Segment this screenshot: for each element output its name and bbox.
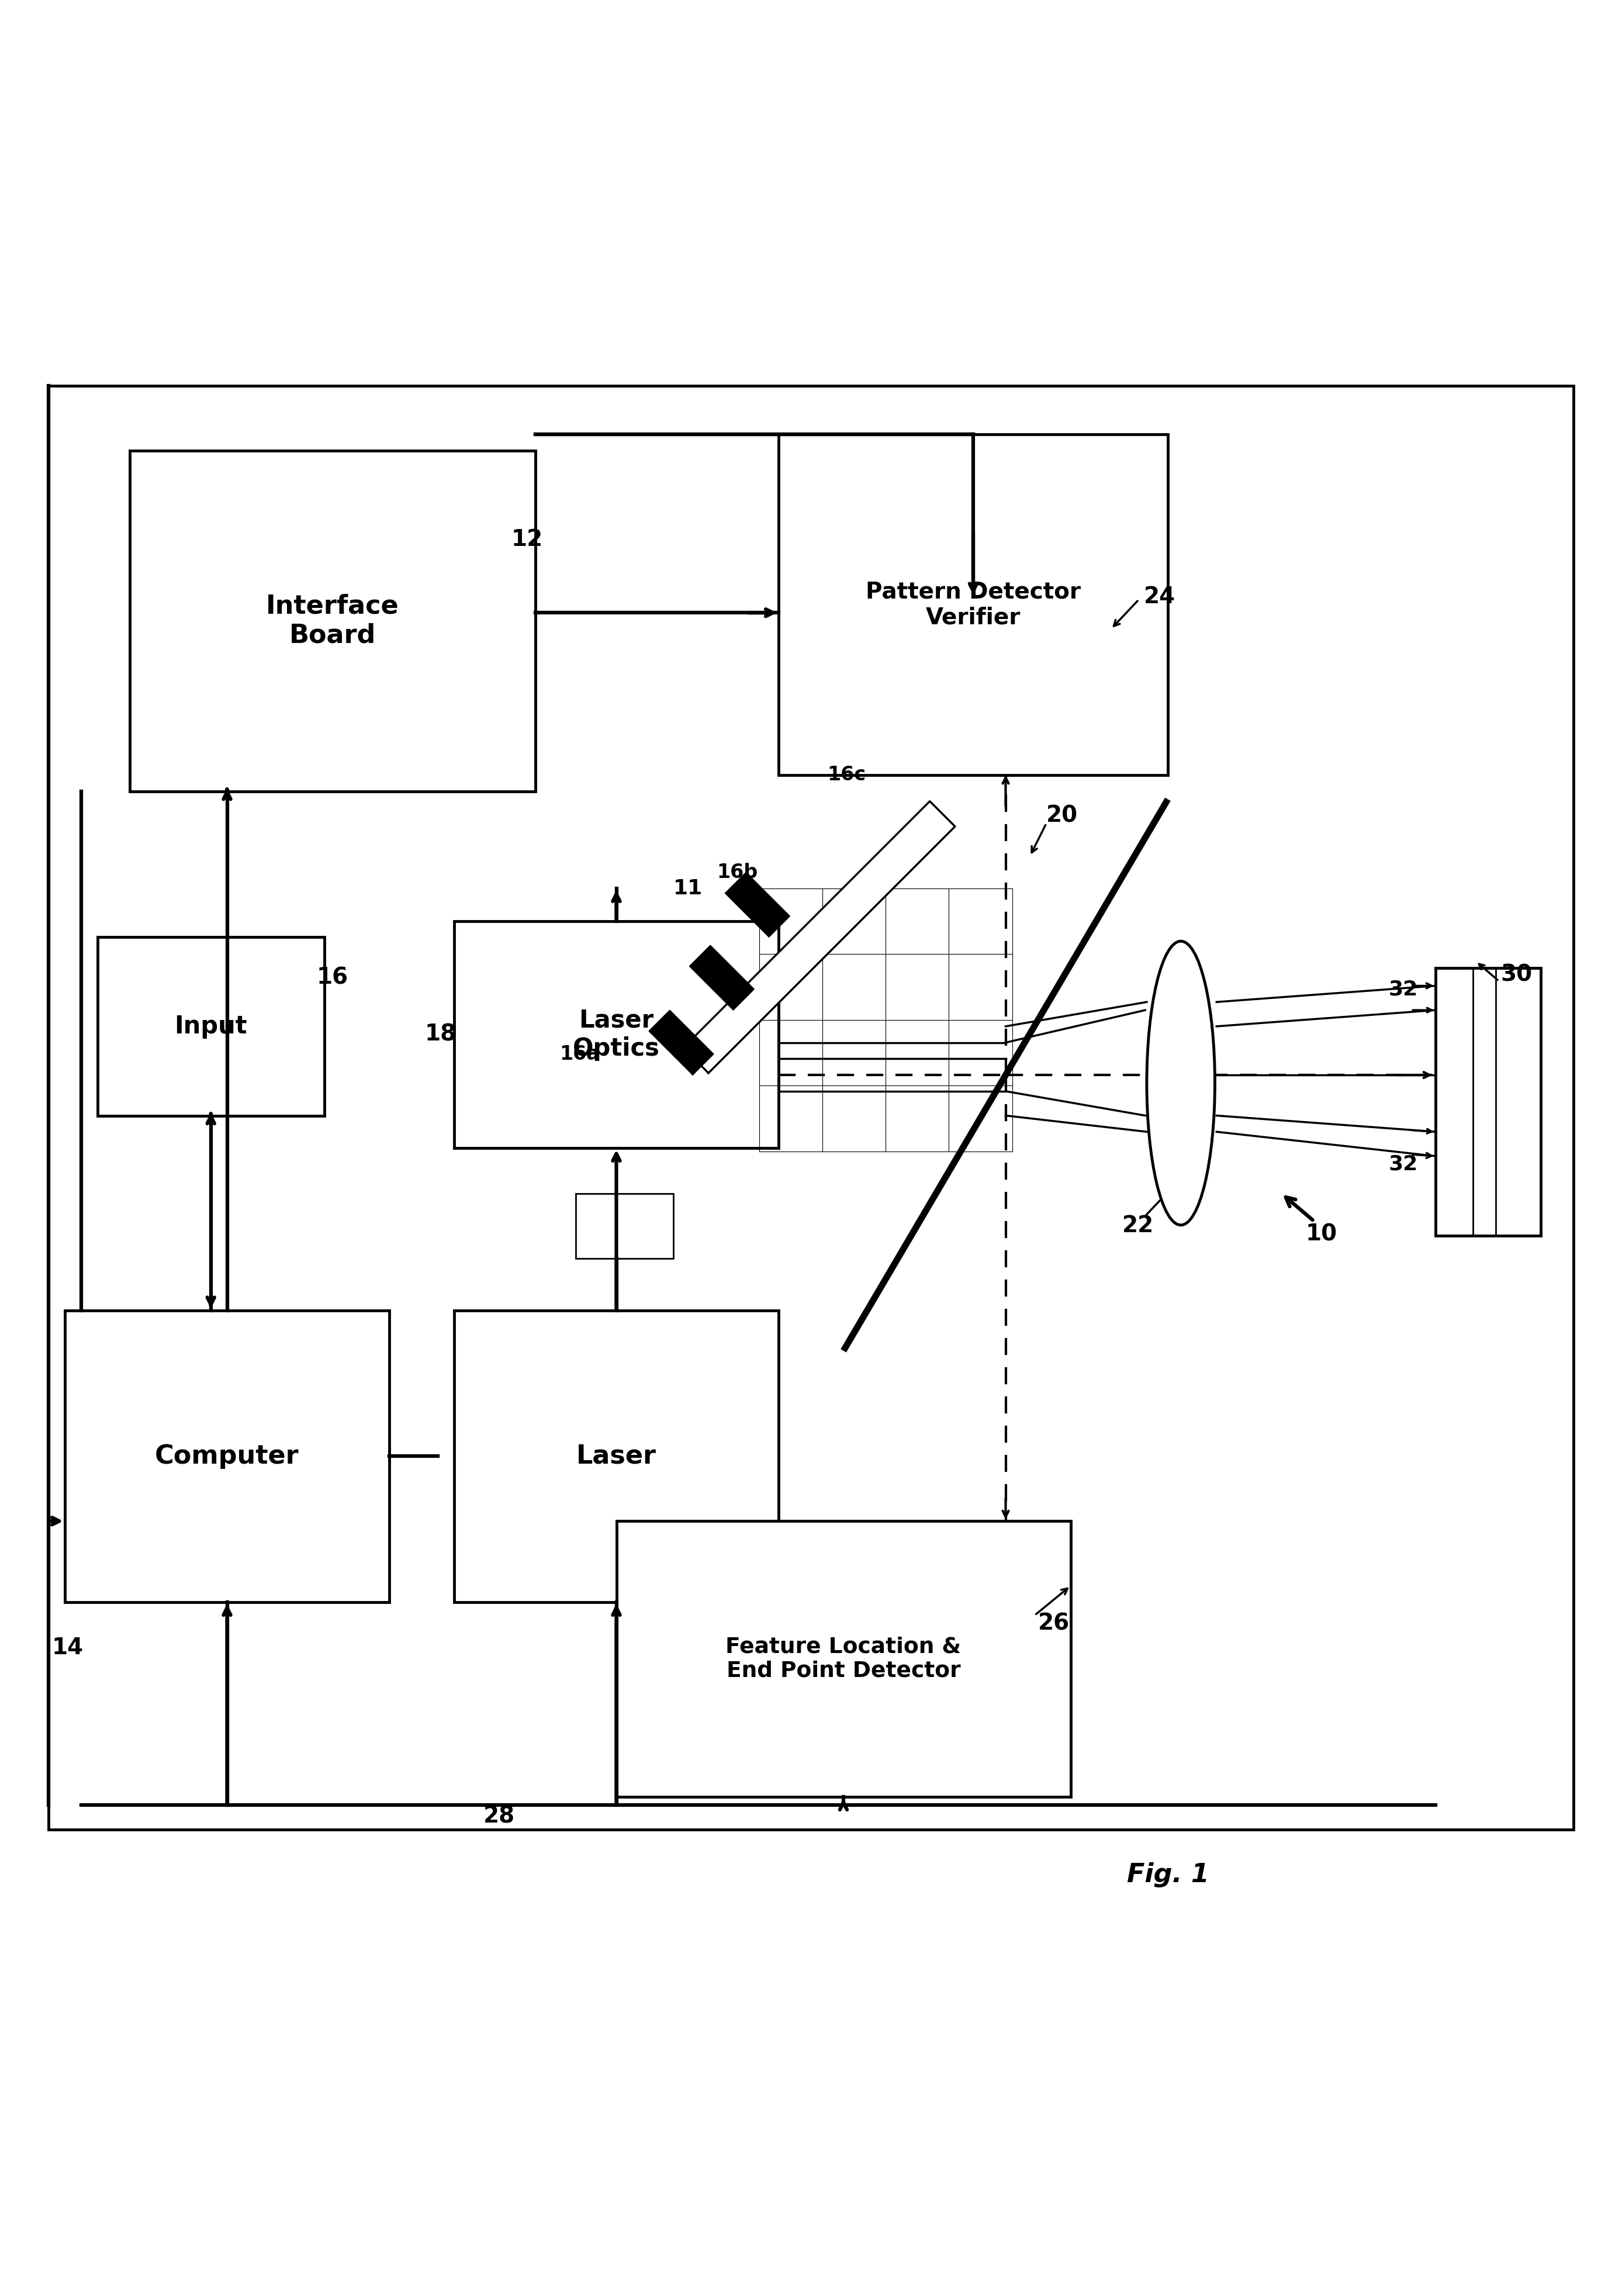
Text: 22: 22 — [1122, 1215, 1155, 1238]
Polygon shape — [683, 801, 955, 1072]
Text: Laser: Laser — [576, 1444, 657, 1469]
Ellipse shape — [1147, 941, 1215, 1226]
Text: 32: 32 — [1388, 1155, 1418, 1173]
Text: Pattern Detector
Verifier: Pattern Detector Verifier — [866, 581, 1080, 629]
Text: Laser
Optics: Laser Optics — [573, 1008, 660, 1061]
Text: 24: 24 — [1144, 585, 1176, 608]
Text: 28: 28 — [483, 1805, 516, 1828]
Text: 16: 16 — [316, 967, 349, 990]
FancyBboxPatch shape — [1435, 969, 1541, 1235]
Text: 16c: 16c — [827, 765, 866, 785]
Polygon shape — [725, 872, 790, 937]
Polygon shape — [649, 1010, 714, 1075]
Polygon shape — [689, 946, 754, 1010]
Text: 16b: 16b — [717, 863, 757, 882]
Text: Computer: Computer — [156, 1444, 298, 1469]
Text: Input: Input — [175, 1015, 247, 1038]
FancyBboxPatch shape — [779, 434, 1168, 776]
Text: Fig. 1: Fig. 1 — [1127, 1862, 1208, 1887]
Text: 30: 30 — [1500, 964, 1533, 985]
Text: 11: 11 — [673, 879, 702, 898]
Text: 32: 32 — [1388, 978, 1418, 999]
FancyBboxPatch shape — [616, 1520, 1071, 1798]
Text: Feature Location &
End Point Detector: Feature Location & End Point Detector — [725, 1637, 962, 1681]
Text: 12: 12 — [511, 528, 543, 551]
FancyBboxPatch shape — [576, 1194, 673, 1258]
Text: 20: 20 — [1046, 804, 1079, 827]
Text: 26: 26 — [1038, 1612, 1071, 1635]
FancyBboxPatch shape — [65, 1311, 389, 1603]
Text: 10: 10 — [1306, 1224, 1338, 1244]
FancyBboxPatch shape — [97, 937, 324, 1116]
FancyBboxPatch shape — [130, 450, 535, 792]
Text: 16a: 16a — [560, 1045, 600, 1063]
FancyBboxPatch shape — [454, 1311, 779, 1603]
Text: 14: 14 — [52, 1637, 84, 1658]
Text: 18: 18 — [425, 1024, 457, 1045]
Text: Interface
Board: Interface Board — [266, 595, 399, 647]
FancyBboxPatch shape — [454, 921, 779, 1148]
